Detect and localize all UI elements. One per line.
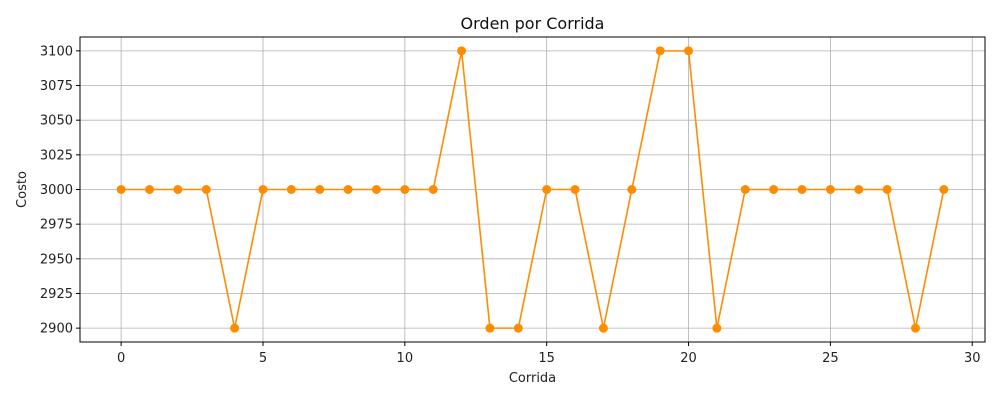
- x-axis-label: Corrida: [509, 371, 556, 386]
- y-tick-label: 3075: [40, 79, 73, 94]
- y-axis-label: Costo: [15, 171, 30, 208]
- data-point: [371, 185, 381, 194]
- y-tick-label: 3025: [40, 148, 73, 163]
- data-point: [655, 46, 665, 56]
- data-point: [315, 185, 325, 194]
- y-tick-label: 2925: [40, 287, 73, 302]
- data-point: [343, 185, 353, 194]
- data-point: [882, 185, 892, 194]
- data-point: [740, 185, 750, 194]
- data-point: [712, 323, 722, 333]
- y-tick-label: 3100: [40, 44, 73, 59]
- y-tick-label: 3000: [40, 183, 73, 198]
- series-line: [121, 50, 945, 329]
- data-point: [428, 185, 438, 194]
- y-axis-ticks: 2900 2925 2950 2975 3000 3025 3050 3075 3100: [40, 44, 80, 337]
- data-point: [627, 185, 637, 194]
- x-axis-ticks: 0 5 10 15 20 25 30: [117, 342, 981, 366]
- data-point: [230, 323, 240, 333]
- series: [116, 46, 949, 333]
- data-point: [684, 46, 694, 56]
- y-tick-label: 2900: [40, 322, 73, 337]
- grid: [80, 37, 985, 342]
- data-point: [116, 185, 126, 194]
- data-point: [513, 323, 523, 333]
- x-tick-label: 30: [964, 351, 981, 366]
- data-point: [825, 185, 835, 194]
- data-point: [769, 185, 779, 194]
- data-point: [910, 323, 920, 333]
- data-point: [457, 46, 467, 56]
- x-tick-label: 5: [259, 351, 267, 366]
- data-point: [598, 323, 608, 333]
- data-point: [286, 185, 296, 194]
- y-tick-label: 3050: [40, 114, 73, 129]
- chart-title: Orden por Corrida: [461, 14, 605, 33]
- data-point: [542, 185, 552, 194]
- data-point: [485, 323, 495, 333]
- data-point: [939, 185, 949, 194]
- x-tick-label: 10: [397, 351, 414, 366]
- x-tick-label: 25: [822, 351, 839, 366]
- x-tick-label: 15: [538, 351, 555, 366]
- data-point: [797, 185, 807, 194]
- y-tick-label: 2950: [40, 252, 73, 267]
- y-tick-label: 2975: [40, 218, 73, 233]
- data-point: [400, 185, 410, 194]
- x-tick-label: 20: [680, 351, 697, 366]
- data-point: [201, 185, 211, 194]
- x-tick-label: 0: [117, 351, 125, 366]
- data-point: [145, 185, 155, 194]
- data-point: [258, 185, 268, 194]
- data-point: [173, 185, 183, 194]
- data-point: [570, 185, 580, 194]
- data-point: [854, 185, 864, 194]
